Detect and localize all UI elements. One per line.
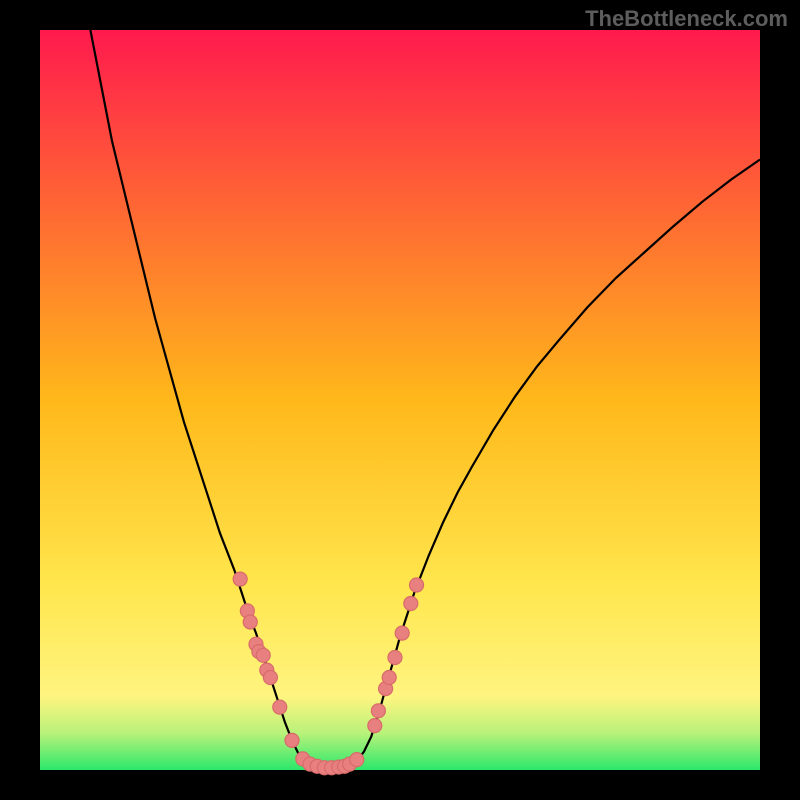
- data-marker: [404, 597, 418, 611]
- data-marker: [243, 615, 257, 629]
- data-marker: [350, 753, 364, 767]
- data-marker: [410, 578, 424, 592]
- data-marker: [256, 648, 270, 662]
- data-marker: [371, 704, 385, 718]
- data-marker: [263, 671, 277, 685]
- data-marker: [388, 651, 402, 665]
- chart-svg: [40, 30, 760, 770]
- gradient-plot-background: [40, 30, 760, 770]
- data-marker: [273, 700, 287, 714]
- watermark-text: TheBottleneck.com: [585, 6, 788, 32]
- marker-group: [233, 572, 423, 775]
- bottleneck-curve: [90, 30, 760, 769]
- data-marker: [233, 572, 247, 586]
- data-marker: [395, 626, 409, 640]
- data-marker: [382, 671, 396, 685]
- data-marker: [285, 733, 299, 747]
- data-marker: [368, 719, 382, 733]
